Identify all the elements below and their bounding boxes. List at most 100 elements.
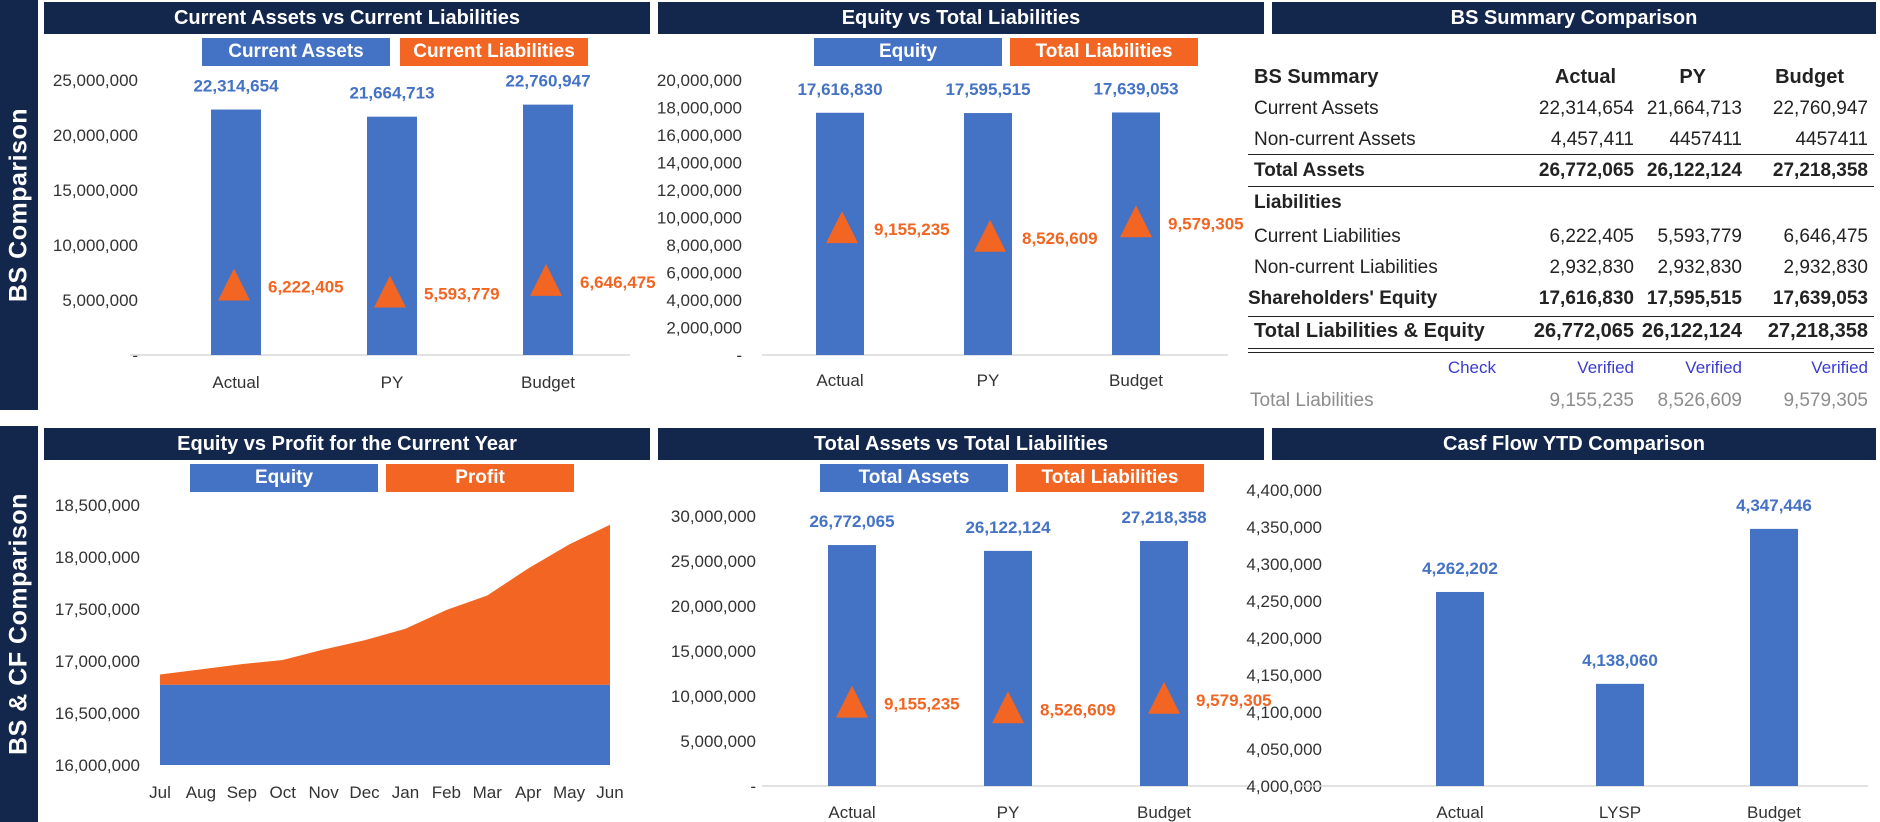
- x-tick-label: Actual: [828, 803, 875, 822]
- data-label: 9,155,235: [884, 695, 960, 714]
- y-tick-label: 20,000,000: [657, 71, 742, 90]
- row-budget: 2,932,830: [1783, 257, 1868, 278]
- data-label: 26,122,124: [965, 518, 1051, 537]
- x-tick-label: Jun: [596, 783, 623, 802]
- x-tick-label: Oct: [270, 783, 297, 802]
- x-tick-label: Budget: [521, 373, 575, 392]
- panel-cash-flow: Casf Flow YTD Comparison: [1272, 428, 1876, 460]
- header-label: BS Summary: [1254, 66, 1379, 88]
- check-label: Check: [1447, 358, 1496, 377]
- marker-triangle: [836, 685, 868, 718]
- y-tick-label: 4,350,000: [1246, 518, 1322, 537]
- panel-title: BS Summary Comparison: [1272, 2, 1876, 34]
- row-py: 17,595,515: [1646, 288, 1742, 309]
- row-actual: 2,932,830: [1549, 257, 1634, 278]
- data-label: 9,155,235: [874, 220, 950, 239]
- row-label: Total Assets: [1254, 160, 1365, 181]
- y-tick-label: 10,000,000: [53, 236, 138, 255]
- y-tick-label: 18,000,000: [55, 548, 140, 567]
- y-tick-label: 25,000,000: [53, 71, 138, 90]
- y-tick-label: 30,000,000: [671, 507, 756, 526]
- bar: [984, 550, 1032, 786]
- y-tick-label: 12,000,000: [657, 181, 742, 200]
- row-budget: 27,218,358: [1767, 320, 1868, 342]
- data-label: 26,772,065: [809, 512, 894, 531]
- y-tick-label: 8,000,000: [666, 236, 742, 255]
- x-tick-label: PY: [977, 371, 1000, 390]
- bar: [367, 116, 417, 355]
- bar: [1596, 683, 1644, 786]
- row-actual: 9,155,235: [1549, 390, 1634, 411]
- marker-triangle: [374, 275, 406, 308]
- panel-title: Equity vs Profit for the Current Year: [44, 428, 650, 460]
- panel-current-assets-liabilities: Current Assets vs Current Liabilities Cu…: [44, 2, 650, 410]
- row-actual: 26,772,065: [1533, 320, 1634, 342]
- y-tick-label: 4,050,000: [1246, 740, 1322, 759]
- y-tick-label: 5,000,000: [680, 732, 756, 751]
- bar: [1140, 541, 1188, 786]
- y-tick-label: -: [750, 777, 756, 796]
- row-py: 4457411: [1669, 129, 1742, 150]
- row-py: 26,122,124: [1641, 320, 1742, 342]
- x-tick-label: Budget: [1747, 803, 1801, 822]
- y-tick-label: 25,000,000: [671, 552, 756, 571]
- row-py: 2,932,830: [1657, 257, 1742, 278]
- row-label: Total Liabilities: [1250, 390, 1374, 411]
- data-label: 17,639,053: [1093, 79, 1178, 98]
- y-tick-label: 16,000,000: [657, 126, 742, 145]
- legend-total-assets: Total Assets: [820, 464, 1008, 492]
- data-label: 6,222,405: [268, 278, 344, 297]
- bar: [211, 109, 261, 355]
- x-tick-label: Nov: [309, 783, 340, 802]
- y-tick-label: 16,000,000: [55, 756, 140, 775]
- y-tick-label: 4,300,000: [1246, 555, 1322, 574]
- y-tick-label: 17,500,000: [55, 600, 140, 619]
- x-tick-label: Actual: [212, 373, 259, 392]
- row-actual: 17,616,830: [1538, 288, 1634, 309]
- data-label: 4,347,446: [1736, 496, 1812, 515]
- x-tick-label: Jul: [149, 783, 171, 802]
- y-tick-label: 17,000,000: [55, 652, 140, 671]
- row-actual: 26,772,065: [1538, 160, 1634, 181]
- row-budget: 6,646,475: [1783, 226, 1868, 247]
- y-tick-label: 4,000,000: [1246, 777, 1322, 796]
- y-tick-label: 2,000,000: [666, 319, 742, 338]
- side-label-bs: BS Comparison: [0, 0, 38, 410]
- row-py: 5,593,779: [1657, 226, 1742, 247]
- x-tick-label: Sep: [227, 783, 257, 802]
- x-tick-label: Budget: [1109, 371, 1163, 390]
- y-tick-label: 20,000,000: [53, 126, 138, 145]
- data-label: 4,262,202: [1422, 559, 1498, 578]
- row-label: Total Liabilities & Equity: [1254, 320, 1485, 342]
- x-tick-label: LYSP: [1599, 803, 1641, 822]
- marker-triangle: [218, 268, 250, 301]
- check-budget: Verified: [1811, 358, 1868, 377]
- data-label: 27,218,358: [1121, 508, 1206, 527]
- row-budget: 22,760,947: [1772, 98, 1868, 119]
- y-tick-label: 5,000,000: [62, 291, 138, 310]
- data-label: 9,579,305: [1196, 691, 1272, 710]
- x-tick-label: Dec: [349, 783, 380, 802]
- x-tick-label: Apr: [515, 783, 542, 802]
- x-tick-label: Actual: [1436, 803, 1483, 822]
- panel-title: Current Assets vs Current Liabilities: [44, 2, 650, 34]
- check-py: Verified: [1685, 358, 1742, 377]
- x-tick-label: PY: [381, 373, 404, 392]
- y-tick-label: 4,150,000: [1246, 666, 1322, 685]
- marker-triangle: [1120, 205, 1152, 238]
- y-tick-label: 4,250,000: [1246, 592, 1322, 611]
- row-actual: 22,314,654: [1538, 98, 1634, 119]
- row-budget: 9,579,305: [1783, 390, 1868, 411]
- legend-current-assets: Current Assets: [202, 38, 390, 66]
- bar: [828, 545, 876, 786]
- panel-total-assets-liabilities: Total Assets vs Total Liabilities Total …: [658, 428, 1264, 820]
- panel-title: Equity vs Total Liabilities: [658, 2, 1264, 34]
- x-tick-label: Jan: [392, 783, 419, 802]
- x-tick-label: Actual: [816, 371, 863, 390]
- legend-current-liabilities: Current Liabilities: [400, 38, 588, 66]
- data-label: 21,664,713: [349, 84, 434, 103]
- area-profit: [160, 524, 610, 685]
- header-budget: Budget: [1775, 66, 1844, 88]
- row-actual: 4,457,411: [1550, 129, 1634, 150]
